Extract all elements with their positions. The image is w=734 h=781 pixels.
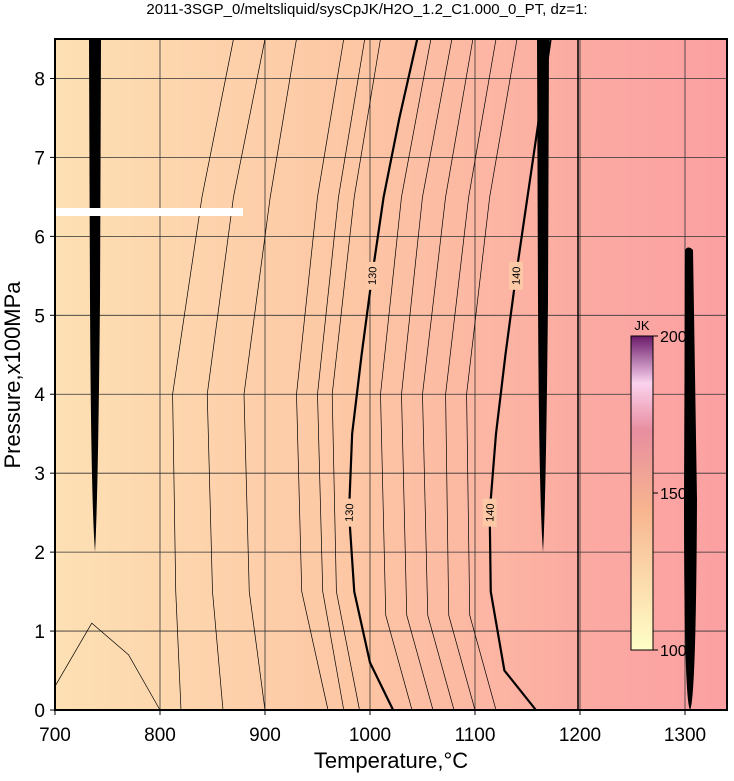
contour-line	[243, 38, 297, 711]
colorbar-tick-label: 200	[660, 329, 687, 346]
contour-line	[380, 38, 432, 711]
y-tick-label: 8	[34, 69, 45, 90]
colorbar	[630, 335, 654, 651]
contour-label: 140	[484, 503, 497, 522]
plot-background	[55, 39, 727, 710]
x-tick-label: 800	[144, 725, 176, 746]
y-tick-label: 3	[34, 464, 45, 485]
x-axis-label: Temperature,°C	[314, 748, 468, 773]
chart-title: 2011-3SGP_0/meltsliquid/sysCpJK/H2O_1.2_…	[146, 1, 587, 18]
contour-label: 130	[344, 503, 357, 522]
major-contour	[347, 38, 419, 711]
y-tick-label: 1	[34, 622, 45, 643]
contours: 130 130 140 140	[54, 38, 552, 711]
contour-line	[172, 38, 234, 711]
contour-label-bg	[482, 498, 497, 527]
major-contour	[488, 38, 552, 711]
missing-data-band	[55, 208, 243, 216]
contour-label-bg	[365, 261, 380, 290]
contour-label: 130	[367, 266, 380, 285]
x-tick-label: 900	[249, 725, 281, 746]
y-axis-label: Pressure,x100MPa	[0, 281, 25, 469]
dense-contour-bands	[89, 39, 697, 710]
contour-label: 140	[511, 266, 524, 285]
contour-line	[317, 38, 366, 711]
grid	[54, 39, 727, 711]
contour-line	[331, 38, 381, 711]
x-tick-label: 700	[39, 725, 71, 746]
contour-line	[206, 38, 266, 711]
contour-label-bg	[342, 498, 356, 527]
plot-frame	[54, 38, 728, 711]
x-tick-label: 1000	[349, 725, 391, 746]
x-tick-label: 1300	[664, 725, 706, 746]
contour-line	[422, 38, 474, 711]
colorbar-label: JK	[634, 318, 650, 333]
y-tick-label: 6	[34, 227, 45, 248]
x-tick-label: 1100	[455, 725, 496, 746]
y-tick-label: 0	[34, 701, 45, 722]
contour-line	[401, 38, 453, 711]
x-tick-label: 1200	[559, 725, 601, 746]
y-tick-label: 5	[34, 306, 45, 327]
contour-line	[466, 38, 518, 711]
y-tick-label: 4	[34, 385, 45, 406]
y-tick-label: 2	[34, 543, 45, 564]
colorbar-tick-label: 150	[660, 486, 687, 503]
y-tick-label: 7	[34, 148, 45, 169]
contour-line	[445, 38, 497, 711]
colorbar-tick-label: 100	[660, 643, 687, 660]
contour-label-bg	[508, 261, 523, 290]
contour-line	[296, 38, 345, 711]
contour-line	[54, 622, 161, 711]
